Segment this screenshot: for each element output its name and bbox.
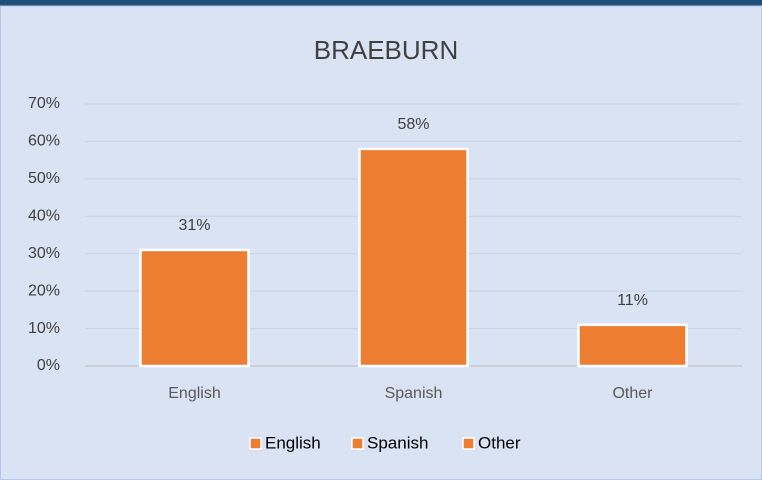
y-tick-label: 20% xyxy=(28,282,60,299)
legend-label: English xyxy=(265,433,321,452)
top-bar xyxy=(0,0,762,6)
legend-label: Spanish xyxy=(367,433,428,452)
y-tick-label: 30% xyxy=(28,245,60,262)
chart-title: BRAEBURN xyxy=(314,35,458,65)
y-tick-label: 40% xyxy=(28,208,60,225)
x-tick-label: English xyxy=(168,385,220,402)
legend-label: Other xyxy=(478,433,521,452)
legend-swatch xyxy=(249,437,262,450)
y-tick-label: 10% xyxy=(28,320,60,337)
x-tick-label: Other xyxy=(612,385,653,402)
x-tick-label: Spanish xyxy=(385,385,443,402)
y-tick-label: 0% xyxy=(37,357,60,374)
bar xyxy=(358,147,469,368)
y-tick-label: 70% xyxy=(28,95,60,112)
value-label: 31% xyxy=(178,217,210,234)
value-label: 11% xyxy=(617,292,648,309)
value-label: 58% xyxy=(397,116,429,133)
legend-swatch xyxy=(462,437,475,450)
legend-swatch xyxy=(351,437,364,450)
bar xyxy=(139,248,250,368)
y-tick-label: 50% xyxy=(28,170,60,187)
bar xyxy=(577,323,688,368)
y-tick-label: 60% xyxy=(28,133,60,150)
